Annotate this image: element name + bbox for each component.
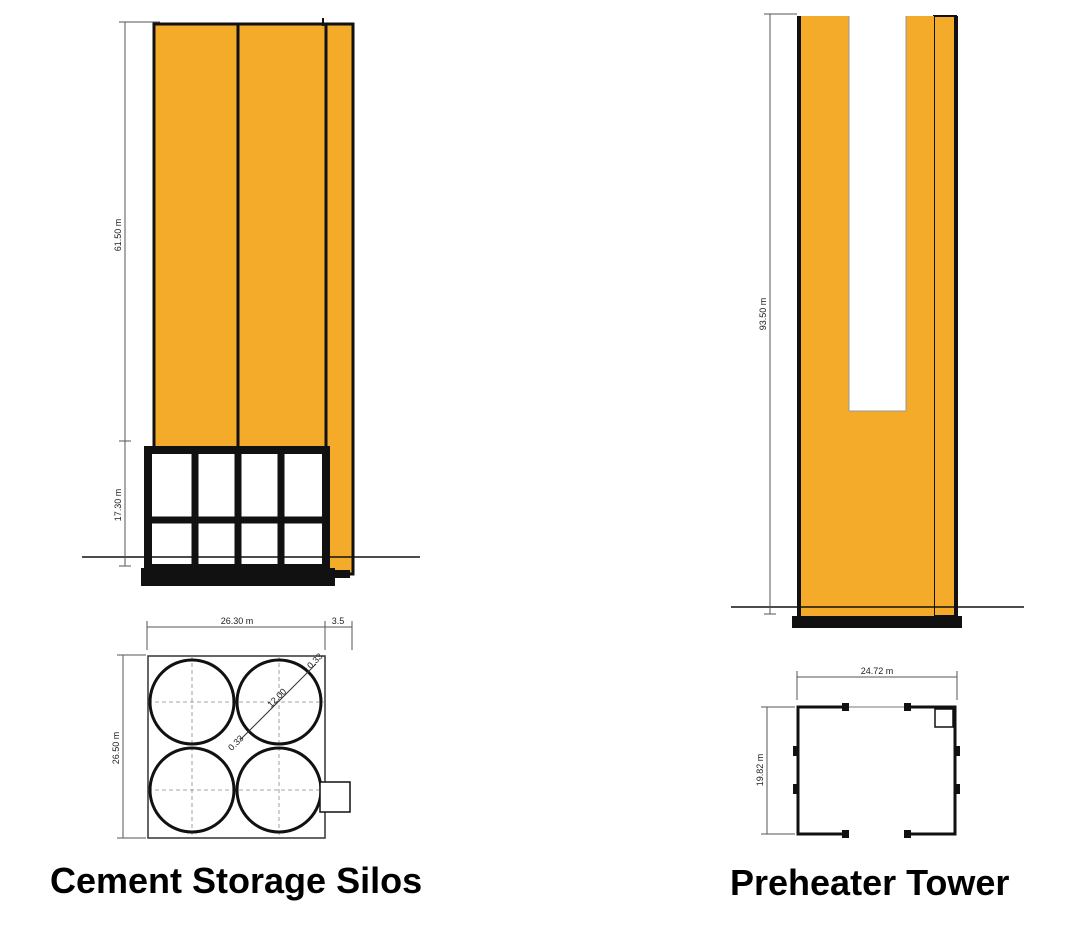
tower-foundation <box>792 616 962 628</box>
tower-plan-column <box>842 703 849 711</box>
silos-body <box>152 22 328 456</box>
tower-caption: Preheater Tower <box>730 862 1010 903</box>
silos-plan-extra-label: 3.5 <box>332 616 345 626</box>
silo-circle-top-right <box>235 658 323 746</box>
tower-plan-column <box>842 830 849 838</box>
tower-right-strip <box>933 15 957 617</box>
silos-height-lower-label: 17.30 m <box>113 489 123 522</box>
silos-wall-thickness-label-a: 0.33 <box>226 733 245 752</box>
silos-plan: 26.30 m 3.5 26.50 m 12.00 0.33 0.33 <box>111 616 353 839</box>
silos-wall-thickness-label-b: 0.33 <box>305 651 324 670</box>
silos-diameter-line <box>239 663 317 741</box>
tower-height-label: 93.50 m <box>758 298 768 331</box>
silos-plan-width-label: 26.30 m <box>221 616 254 626</box>
tower-plan-wall-top-right <box>907 705 957 836</box>
tower-plan-column <box>954 784 960 794</box>
tower-elevation: 93.50 m <box>731 13 1024 628</box>
silo-circle-top-left <box>148 658 236 746</box>
tower-plan-column <box>793 784 799 794</box>
tower-plan: 24.72 m 19.82 m <box>755 666 960 838</box>
silo-circle-bottom-left <box>148 746 236 834</box>
tower-plan-wall-top-left <box>796 705 847 836</box>
tower-body <box>799 16 934 616</box>
silos-diameter-label: 12.00 <box>265 686 288 709</box>
silos-side-strip <box>324 22 355 576</box>
silos-height-upper-label: 61.50 m <box>113 219 123 252</box>
tower-plan-column <box>904 703 911 711</box>
silos-plan-depth-label: 26.50 m <box>111 732 121 765</box>
tower-plan-width-label: 24.72 m <box>861 666 894 676</box>
tower-plan-column <box>954 746 960 756</box>
silos-plan-outline <box>147 655 326 839</box>
silos-caption: Cement Storage Silos <box>50 860 423 901</box>
silos-side-foundation <box>326 570 350 578</box>
silos-plan-annex <box>319 781 351 813</box>
silos-elevation: 61.50 m 17.30 m <box>82 18 420 586</box>
tower-plan-depth-label: 19.82 m <box>755 754 765 787</box>
silos-foundation <box>141 568 335 586</box>
tower-plan-column <box>793 746 799 756</box>
tower-plan-corner-box <box>934 708 954 728</box>
tower-plan-column <box>904 830 911 838</box>
